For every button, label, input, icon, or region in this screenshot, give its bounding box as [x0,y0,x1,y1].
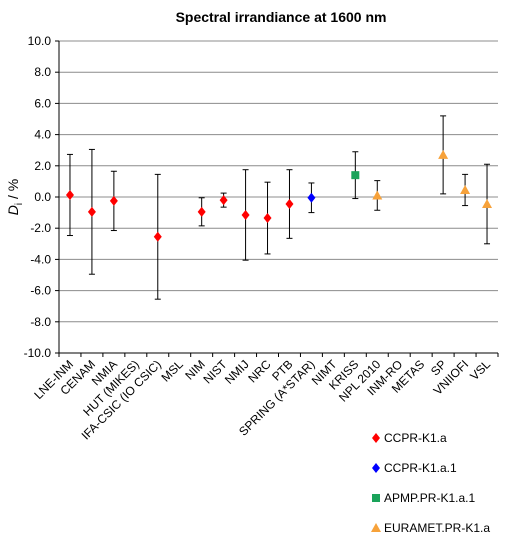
y-tick-label: -4.0 [30,252,51,266]
data-point [351,171,360,180]
data-point [219,195,228,206]
data-point [197,206,206,217]
y-tick-label: -2.0 [30,221,51,235]
data-point [438,149,449,159]
data-point [307,192,316,203]
y-tick-label: -8.0 [30,315,51,329]
y-tick-label: 2.0 [34,159,51,173]
data-point [241,209,250,220]
legend-label: APMP.PR-K1.a.1 [384,491,475,505]
legend-marker [371,523,381,532]
data-point [109,195,118,206]
data-point [372,190,383,200]
data-point [482,199,493,209]
y-tick-label: 6.0 [34,96,51,110]
legend-item: CCPR-K1.a [372,431,447,445]
data-point [153,231,162,242]
y-label-part: D [5,205,21,215]
data-point [65,189,74,200]
data-point [263,213,272,224]
legend-item: EURAMET.PR-K1.a [371,521,490,535]
chart-title: Spectral irrandiance at 1600 nm [176,9,387,25]
y-tick-label: 8.0 [34,65,51,79]
data-point [87,206,96,217]
y-tick-label: 0.0 [34,190,51,204]
legend-marker [372,494,380,502]
legend-item: APMP.PR-K1.a.1 [372,491,475,505]
y-tick-label: -10.0 [24,346,52,360]
y-label-part: i [14,203,25,205]
y-axis-label: Di / % [5,179,25,215]
legend-label: CCPR-K1.a [384,431,447,445]
y-tick-label: -6.0 [30,284,51,298]
legend-item: CCPR-K1.a.1 [372,461,457,475]
legend-marker [372,433,380,443]
legend-label: EURAMET.PR-K1.a [384,521,490,535]
legend-label: CCPR-K1.a.1 [384,461,457,475]
data-point [285,199,294,210]
y-label-part: / % [5,179,21,203]
data-point [460,184,471,194]
y-tick-label: 4.0 [34,128,51,142]
legend-marker [372,463,380,473]
y-tick-label: 10.0 [28,34,52,48]
